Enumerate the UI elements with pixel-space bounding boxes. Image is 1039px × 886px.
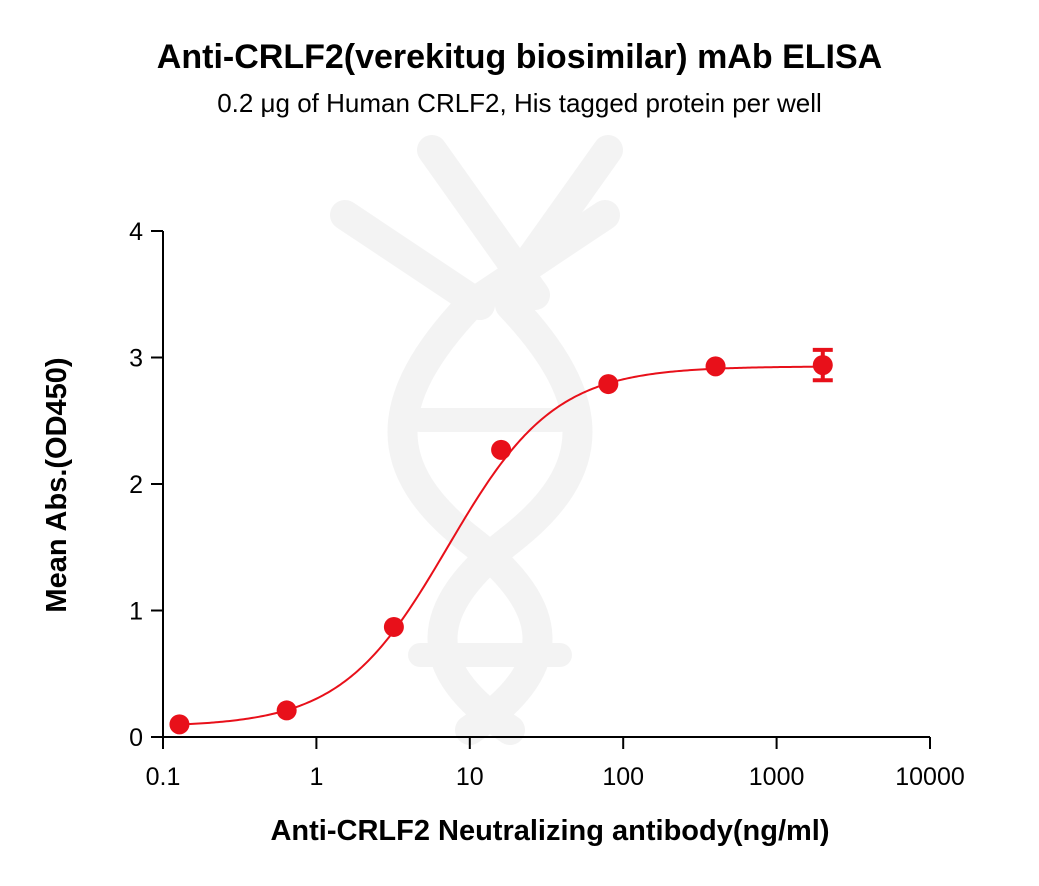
data-point <box>812 355 833 376</box>
x-tick-label: 1 <box>309 763 323 791</box>
y-tick-label: 2 <box>129 471 143 499</box>
data-point <box>491 439 512 460</box>
x-tick-label: 0.1 <box>146 763 181 791</box>
data-point <box>383 616 404 637</box>
x-tick-label: 10 <box>456 763 484 791</box>
chart-title: Anti-CRLF2(verekitug biosimilar) mAb ELI… <box>156 38 883 76</box>
data-point <box>598 374 619 395</box>
data-point <box>276 700 297 721</box>
y-tick-label: 1 <box>129 598 143 626</box>
y-tick-label: 4 <box>129 218 143 246</box>
x-tick-label: 10000 <box>895 763 965 791</box>
axes: 0 1 2 3 4 0.1 1 10 100 1000 10000 <box>129 218 965 791</box>
chart-subtitle: 0.2 μg of Human CRLF2, His tagged protei… <box>217 88 822 118</box>
x-axis-title: Anti-CRLF2 Neutralizing antibody(ng/ml) <box>270 815 829 847</box>
x-tick-label: 1000 <box>749 763 805 791</box>
data-point <box>705 356 726 377</box>
watermark-logo <box>330 135 623 745</box>
y-tick-label: 3 <box>129 345 143 373</box>
y-tick-label: 0 <box>129 724 143 752</box>
data-point <box>169 714 190 735</box>
data-points-layer <box>169 347 833 735</box>
x-tick-label: 100 <box>602 763 644 791</box>
y-axis-title: Mean Abs.(OD450) <box>41 357 73 612</box>
